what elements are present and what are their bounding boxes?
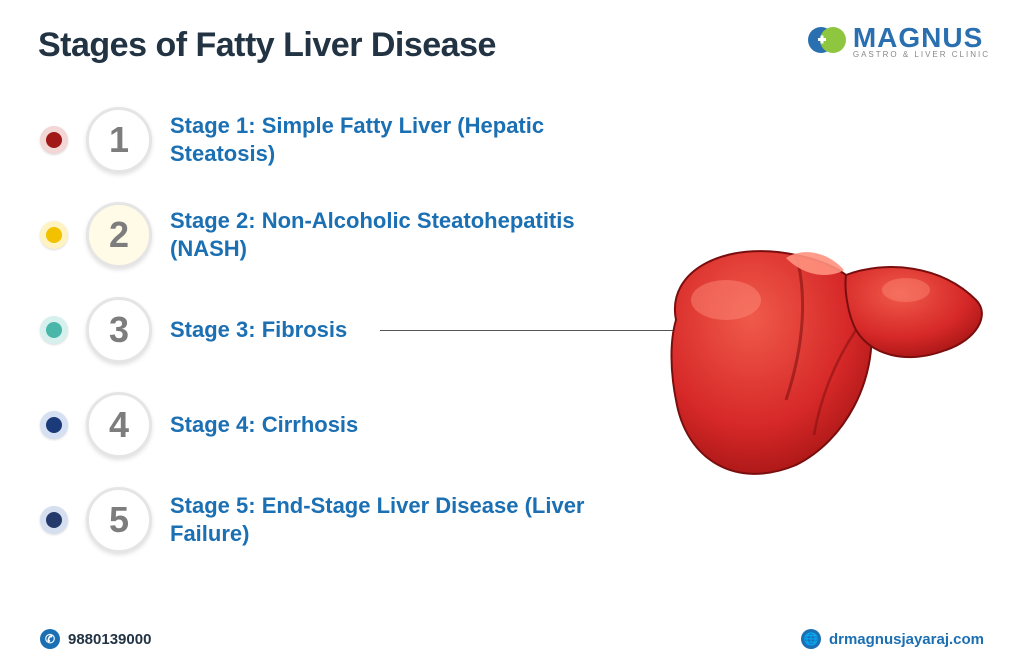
logo-mark-icon [807,20,847,60]
stage-number: 3 [86,297,152,363]
stage-label: Stage 3: Fibrosis [170,316,347,344]
stage-number: 1 [86,107,152,173]
stage-row: 1 Stage 1: Simple Fatty Liver (Hepatic S… [40,92,640,187]
logo-subtext: GASTRO & LIVER CLINIC [853,50,990,59]
stage-row: 2 Stage 2: Non-Alcoholic Steatohepatitis… [40,187,640,282]
stage-dot-icon [40,506,68,534]
logo-text: MAGNUS [853,22,990,54]
stage-number: 2 [86,202,152,268]
stage-row: 3 Stage 3: Fibrosis [40,282,640,377]
page-title: Stages of Fatty Liver Disease [38,26,496,65]
footer-web-text: drmagnusjayaraj.com [829,631,984,648]
footer: ✆ 9880139000 🌐 drmagnusjayaraj.com [40,629,984,649]
stage-dot-icon [40,411,68,439]
stage-label: Stage 1: Simple Fatty Liver (Hepatic Ste… [170,112,590,167]
globe-icon: 🌐 [801,629,821,649]
stage-number: 5 [86,487,152,553]
stage-label: Stage 5: End-Stage Liver Disease (Liver … [170,492,590,547]
footer-phone-text: 9880139000 [68,631,151,648]
brand-logo: MAGNUS GASTRO & LIVER CLINIC [807,20,990,60]
stage-row: 4 Stage 4: Cirrhosis [40,377,640,472]
footer-web: 🌐 drmagnusjayaraj.com [801,629,984,649]
stage-number: 4 [86,392,152,458]
footer-phone: ✆ 9880139000 [40,629,151,649]
stage-row: 5 Stage 5: End-Stage Liver Disease (Live… [40,472,640,567]
liver-illustration-icon [656,230,986,490]
stage-label: Stage 4: Cirrhosis [170,411,358,439]
phone-icon: ✆ [40,629,60,649]
connector-line [380,330,700,331]
stage-dot-icon [40,316,68,344]
stage-list: 1 Stage 1: Simple Fatty Liver (Hepatic S… [40,92,640,567]
stage-label: Stage 2: Non-Alcoholic Steatohepatitis (… [170,207,590,262]
stage-dot-icon [40,126,68,154]
stage-dot-icon [40,221,68,249]
